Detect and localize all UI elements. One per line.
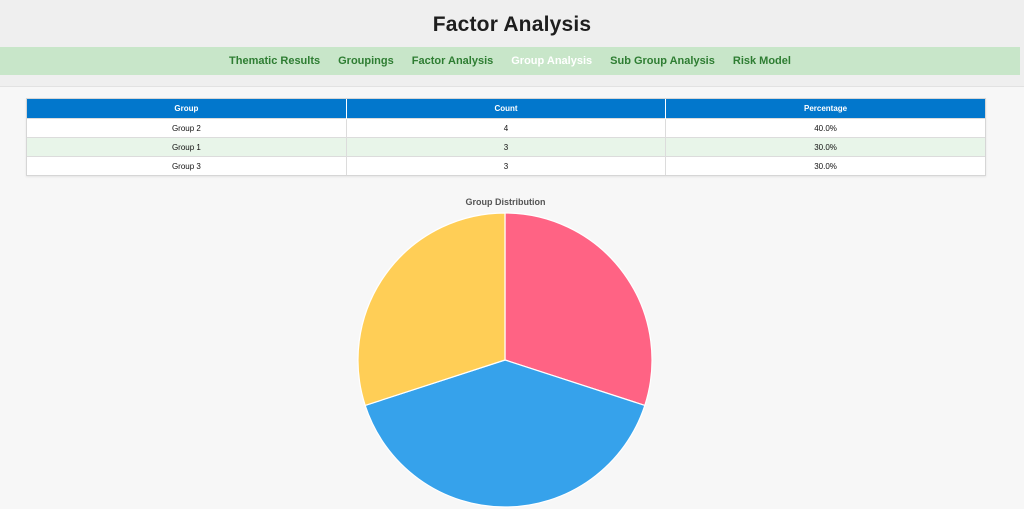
pie-slice-group-3[interactable] (357, 212, 506, 407)
nav-risk-model[interactable]: Risk Model (732, 55, 791, 67)
group-table: Group Count Percentage Group 2 4 40.0% G… (27, 99, 985, 175)
cell-group: Group 1 (27, 137, 347, 157)
cell-group: Group 3 (27, 156, 347, 175)
nav-bar: Thematic Results Groupings Factor Analys… (0, 47, 1020, 75)
table-row: Group 3 3 30.0% (27, 156, 985, 175)
pie-chart (357, 212, 653, 508)
nav-groupings[interactable]: Groupings (338, 55, 394, 67)
table-header-row: Group Count Percentage (27, 99, 985, 119)
group-table-container: Group Count Percentage Group 2 4 40.0% G… (26, 98, 986, 176)
cell-percentage: 40.0% (665, 118, 985, 138)
cell-percentage: 30.0% (665, 137, 985, 157)
nav-thematic-results[interactable]: Thematic Results (229, 55, 321, 67)
cell-group: Group 2 (27, 118, 347, 138)
nav-factor-analysis[interactable]: Factor Analysis (411, 55, 494, 67)
cell-percentage: 30.0% (665, 156, 985, 175)
column-header-percentage[interactable]: Percentage (665, 99, 985, 119)
chart-title: Group Distribution (465, 197, 546, 207)
page-title: Factor Analysis (432, 13, 592, 36)
nav-group-analysis[interactable]: Group Analysis (511, 55, 593, 67)
column-header-count[interactable]: Count (346, 99, 667, 119)
column-header-group[interactable]: Group (27, 99, 347, 119)
table-row: Group 2 4 40.0% (27, 118, 985, 138)
cell-count: 4 (346, 118, 667, 138)
pie-slice-group-2[interactable] (364, 359, 646, 508)
pie-slice-group-1[interactable] (504, 212, 653, 407)
header: Factor Analysis Thematic Results Groupin… (0, 0, 1024, 87)
nav-sub-group-analysis[interactable]: Sub Group Analysis (610, 55, 715, 67)
cell-count: 3 (346, 156, 667, 175)
cell-count: 3 (346, 137, 667, 157)
table-row: Group 1 3 30.0% (27, 137, 985, 157)
